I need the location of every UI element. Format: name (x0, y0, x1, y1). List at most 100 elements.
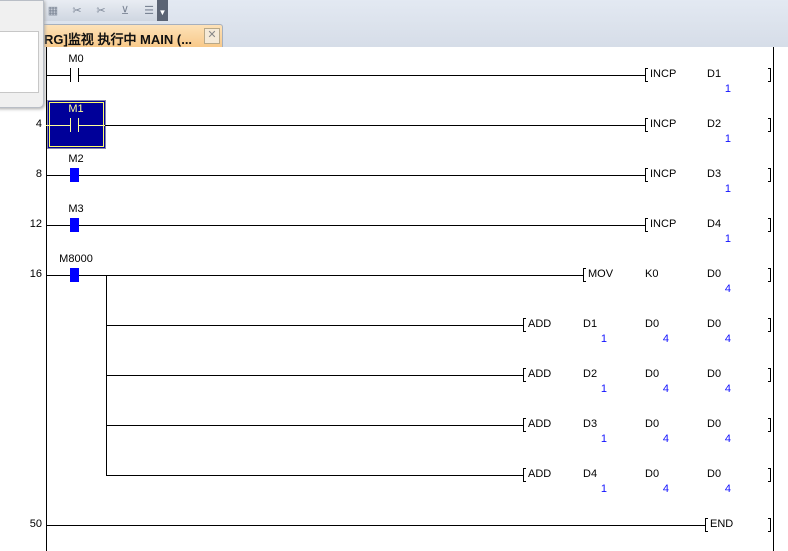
monitor-value: 1 (724, 183, 731, 195)
operand[interactable]: D0 (707, 268, 722, 280)
bracket-left (523, 418, 526, 432)
rung-wire (79, 225, 645, 226)
rung-wire (46, 125, 70, 126)
bracket-right (768, 168, 771, 182)
instruction-name[interactable]: INCP (650, 118, 677, 130)
bracket-right (768, 268, 771, 282)
contact-bar (78, 118, 79, 132)
instruction-name[interactable]: INCP (650, 218, 677, 230)
monitor-value: 1 (724, 133, 731, 145)
contact-label: M3 (68, 203, 84, 215)
bracket-right (768, 418, 771, 432)
monitor-value: 4 (662, 433, 669, 445)
operand[interactable]: D0 (707, 368, 722, 380)
monitor-value: 4 (724, 433, 731, 445)
bracket-left (523, 318, 526, 332)
left-power-rail (46, 47, 47, 551)
cursor-selection[interactable] (47, 100, 106, 149)
operand[interactable]: D4 (583, 468, 598, 480)
panel-list[interactable] (0, 31, 39, 93)
operand[interactable]: D0 (707, 318, 722, 330)
monitor-value: 4 (662, 333, 669, 345)
bracket-left (645, 118, 648, 132)
bracket-right (768, 218, 771, 232)
line-delete-icon[interactable]: ⊻ (120, 4, 130, 17)
contact-label: M2 (68, 153, 84, 165)
rung-wire (79, 125, 105, 126)
ladder-editor[interactable]: M0 INCP D1 1 4 M1 INCP D2 1 8 M2 INCP D3 1 12 M3 INCP D4 1… (0, 47, 788, 551)
bracket-left (523, 468, 526, 482)
monitor-value: 1 (600, 333, 607, 345)
instruction-name[interactable]: MOV (588, 268, 614, 280)
operand[interactable]: D3 (707, 168, 722, 180)
close-icon[interactable]: ✕ (204, 28, 220, 44)
rung-wire (46, 225, 70, 226)
operand[interactable]: D1 (583, 318, 598, 330)
right-power-rail (773, 47, 774, 551)
instruction-name[interactable]: ADD (528, 318, 552, 330)
operand[interactable]: D4 (707, 218, 722, 230)
monitor-value: 4 (724, 383, 731, 395)
instruction-name[interactable]: ADD (528, 468, 552, 480)
bracket-right (768, 318, 771, 332)
operand[interactable]: D2 (707, 118, 722, 130)
bracket-left (645, 68, 648, 82)
bracket-right (768, 518, 771, 532)
monitor-value: 4 (662, 383, 669, 395)
operand[interactable]: D0 (645, 368, 660, 380)
monitor-value: 1 (724, 83, 731, 95)
cut-alt-icon[interactable]: ✂ (96, 4, 106, 17)
contact-m2[interactable] (70, 168, 79, 182)
tab-main-monitor[interactable]: RG]监视 执行中 MAIN (... ✕ (40, 24, 223, 47)
monitor-value: 1 (600, 383, 607, 395)
instruction-name[interactable]: END (710, 518, 734, 530)
tab-title: RG]监视 执行中 MAIN (... (44, 32, 193, 47)
monitor-value: 4 (724, 283, 731, 295)
rung-wire (46, 175, 70, 176)
contact-label: M1 (68, 103, 84, 115)
instruction-name[interactable]: INCP (650, 68, 677, 80)
monitor-value: 4 (724, 333, 731, 345)
contact-m3[interactable] (70, 218, 79, 232)
step-number: 16 (29, 268, 42, 280)
column-delete-icon[interactable]: ☰ (144, 4, 154, 17)
rung-wire (79, 175, 645, 176)
bracket-left (583, 268, 586, 282)
operand[interactable]: D1 (707, 68, 722, 80)
instruction-name[interactable]: INCP (650, 168, 677, 180)
contact-m8000[interactable] (70, 268, 79, 282)
device-icon[interactable]: ▦ (47, 4, 59, 17)
toolbar: ▦ ✂ ✂ ⊻ ☰ (40, 0, 168, 21)
operand[interactable]: D2 (583, 368, 598, 380)
step-number: 4 (35, 118, 42, 130)
branch-line (106, 275, 107, 475)
instruction-name[interactable]: ADD (528, 368, 552, 380)
operand[interactable]: D0 (707, 418, 722, 430)
operand[interactable]: D0 (645, 468, 660, 480)
monitor-value: 4 (724, 483, 731, 495)
operand[interactable]: K0 (645, 268, 659, 280)
rung-wire (106, 375, 523, 376)
bracket-right (768, 118, 771, 132)
rung-wire (46, 525, 705, 526)
monitor-value: 1 (600, 483, 607, 495)
cut-icon[interactable]: ✂ (72, 4, 82, 17)
instruction-name[interactable]: ADD (528, 418, 552, 430)
rung-wire (46, 275, 70, 276)
rung-wire (105, 125, 645, 126)
rung-wire (79, 275, 583, 276)
step-number: 8 (35, 168, 42, 180)
operand[interactable]: D0 (645, 318, 660, 330)
monitor-value: 1 (600, 433, 607, 445)
toolbar-overflow-button[interactable]: ▼ (157, 0, 168, 21)
operand[interactable]: D0 (645, 418, 660, 430)
contact-m0[interactable] (70, 68, 79, 82)
operand[interactable]: D3 (583, 418, 598, 430)
bracket-right (768, 68, 771, 82)
operand[interactable]: D0 (707, 468, 722, 480)
bracket-left (523, 368, 526, 382)
rung-wire (106, 325, 523, 326)
rung-wire (46, 75, 70, 76)
step-number: 12 (29, 218, 42, 230)
contact-label: M0 (68, 53, 84, 65)
